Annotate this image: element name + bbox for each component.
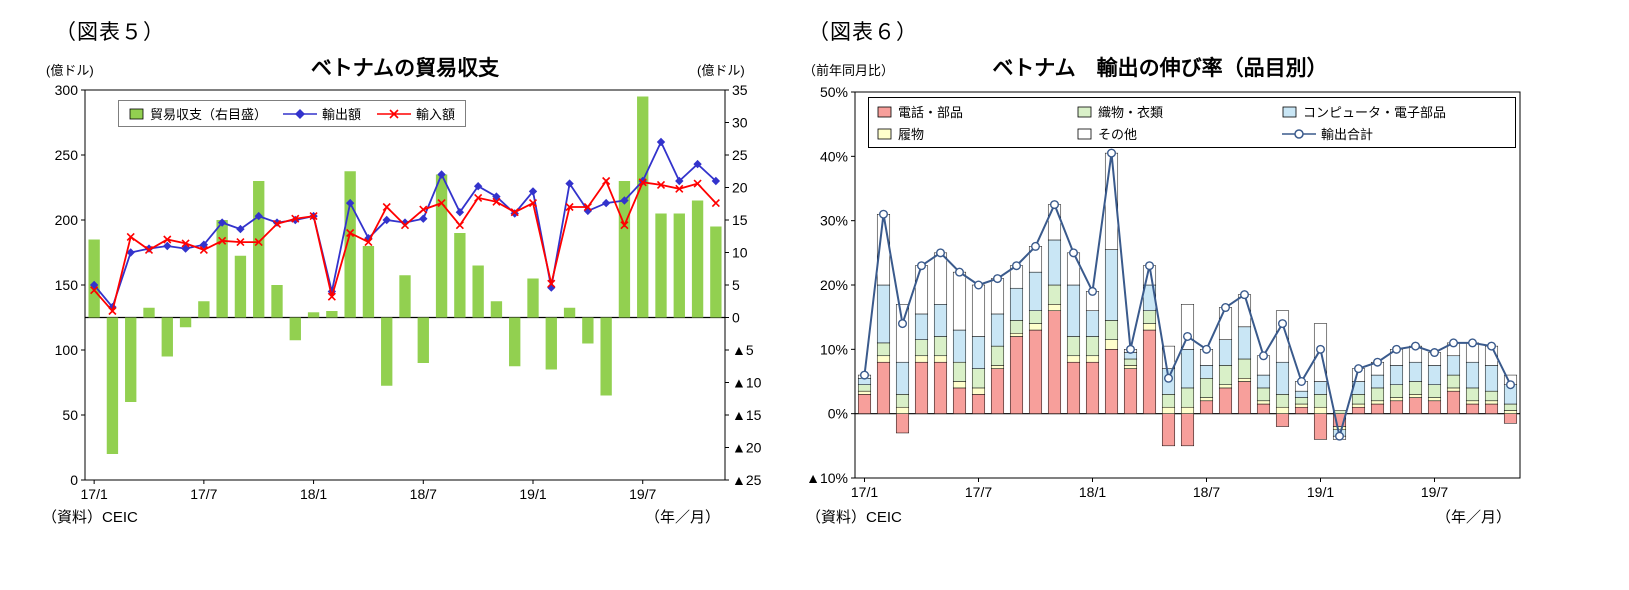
legend-item-total-exports: 輸出合計 <box>1282 124 1507 143</box>
svg-text:50: 50 <box>62 407 78 423</box>
svg-text:30: 30 <box>732 115 748 131</box>
svg-text:18/7: 18/7 <box>1193 484 1220 500</box>
svg-text:0: 0 <box>732 310 740 326</box>
svg-text:20: 20 <box>732 180 748 196</box>
legend-label-trade-balance: 貿易収支（右目盛） <box>150 107 268 122</box>
figure6-yaxis-unit: （前年同月比） <box>803 63 895 78</box>
svg-text:50%: 50% <box>820 84 848 100</box>
legend-item-trade-balance: 貿易収支（右目盛） <box>129 104 267 123</box>
total-exports-line <box>860 148 1516 441</box>
svg-text:0%: 0% <box>828 406 848 422</box>
svg-text:25: 25 <box>732 147 748 163</box>
legend-item-textiles-garments: 織物・衣類 <box>1077 102 1282 121</box>
svg-text:▲15: ▲15 <box>732 407 762 423</box>
figure6-tag: （図表６） <box>808 21 918 44</box>
svg-text:300: 300 <box>55 82 79 98</box>
figure6-axes: ▲10% 0% 10% 20% 30% 40% 50% 17/1 17/7 18/1 18/7 19/… <box>806 84 1521 500</box>
others-marker-icon <box>1077 128 1092 139</box>
legend-label-total-exports: 輸出合計 <box>1321 127 1374 142</box>
legend-label-exports: 輸出額 <box>322 107 362 122</box>
svg-text:19/7: 19/7 <box>1421 484 1448 500</box>
legend-item-others: その他 <box>1077 124 1282 143</box>
figure5-axis-note: （年／月） <box>645 509 721 526</box>
legend-label-computers-electronics: コンピュータ・電子部品 <box>1303 105 1447 120</box>
svg-text:40%: 40% <box>820 148 848 164</box>
figure5-plot: 0 50 100 150 200 250 300 ▲25 ▲20 ▲15 ▲10 ▲5 0 5 10 15 20… <box>55 82 762 502</box>
svg-text:▲25: ▲25 <box>732 472 762 488</box>
svg-text:17/7: 17/7 <box>965 484 992 500</box>
legend-item-phone-parts: 電話・部品 <box>877 102 1077 121</box>
exports-marker-icon <box>283 108 318 119</box>
figure5-tag: （図表５） <box>55 21 165 44</box>
imports-marker-icon <box>377 108 412 119</box>
svg-text:5: 5 <box>732 277 740 293</box>
figure5-title: ベトナムの貿易収支 <box>310 57 500 80</box>
figure6-title: ベトナム 輸出の伸び率（品目別） <box>992 57 1328 80</box>
total-exports-marker-icon <box>1282 128 1316 139</box>
svg-text:10: 10 <box>732 245 748 261</box>
svg-text:18/1: 18/1 <box>300 486 327 502</box>
svg-text:100: 100 <box>55 342 79 358</box>
svg-text:200: 200 <box>55 212 79 228</box>
legend-label-others: その他 <box>1098 127 1138 142</box>
legend-item-computers-electronics: コンピュータ・電子部品 <box>1282 102 1507 121</box>
textiles-garments-marker-icon <box>1077 106 1092 117</box>
svg-text:18/7: 18/7 <box>410 486 437 502</box>
legend-item-exports: 輸出額 <box>283 104 361 123</box>
svg-text:10%: 10% <box>820 341 848 357</box>
footwear-marker-icon <box>877 128 892 139</box>
figure5-left-axis-unit: (億ドル) <box>46 63 94 78</box>
imports-line <box>90 176 720 316</box>
figure5-source: （資料）CEIC <box>42 509 138 526</box>
svg-text:0: 0 <box>70 472 78 488</box>
export-growth-stacked-bars <box>857 152 1518 447</box>
svg-text:15: 15 <box>732 212 748 228</box>
svg-text:19/7: 19/7 <box>629 486 656 502</box>
legend-item-imports: 輸入額 <box>377 104 455 123</box>
computers-electronics-marker-icon <box>1282 106 1297 117</box>
phone-parts-marker-icon <box>877 106 892 117</box>
svg-text:35: 35 <box>732 82 748 98</box>
figure6-plot: ▲10% 0% 10% 20% 30% 40% 50% 17/1 17/7 18/1 18/7 19/… <box>806 84 1521 500</box>
legend-item-footwear: 履物 <box>877 124 1077 143</box>
svg-text:▲10%: ▲10% <box>806 470 848 486</box>
trade-balance-bars <box>88 96 722 454</box>
svg-text:17/7: 17/7 <box>190 486 217 502</box>
svg-text:17/1: 17/1 <box>851 484 878 500</box>
svg-text:250: 250 <box>55 147 79 163</box>
legend-label-imports: 輸入額 <box>416 107 456 122</box>
figure6-legend: 電話・部品 織物・衣類 コンピュータ・電子部品履物 その他 輸出合計 <box>868 97 1516 148</box>
figure5-right-axis-unit: (億ドル) <box>697 63 745 78</box>
figure6-axis-note: （年／月） <box>1436 509 1512 526</box>
legend-label-footwear: 履物 <box>898 127 925 142</box>
svg-text:30%: 30% <box>820 213 848 229</box>
svg-text:150: 150 <box>55 277 79 293</box>
figure5-legend: 貿易収支（右目盛） 輸出額 輸入額 <box>118 100 467 127</box>
figure6-source: （資料）CEIC <box>806 509 902 526</box>
svg-text:▲20: ▲20 <box>732 440 762 456</box>
svg-text:▲10: ▲10 <box>732 375 762 391</box>
svg-text:19/1: 19/1 <box>519 486 546 502</box>
legend-label-textiles-garments: 織物・衣類 <box>1098 105 1164 120</box>
svg-text:17/1: 17/1 <box>81 486 108 502</box>
svg-text:20%: 20% <box>820 277 848 293</box>
trade-balance-marker-icon <box>129 108 144 119</box>
svg-text:18/1: 18/1 <box>1079 484 1106 500</box>
legend-label-phone-parts: 電話・部品 <box>898 105 964 120</box>
svg-text:▲5: ▲5 <box>732 342 754 358</box>
svg-text:19/1: 19/1 <box>1307 484 1334 500</box>
